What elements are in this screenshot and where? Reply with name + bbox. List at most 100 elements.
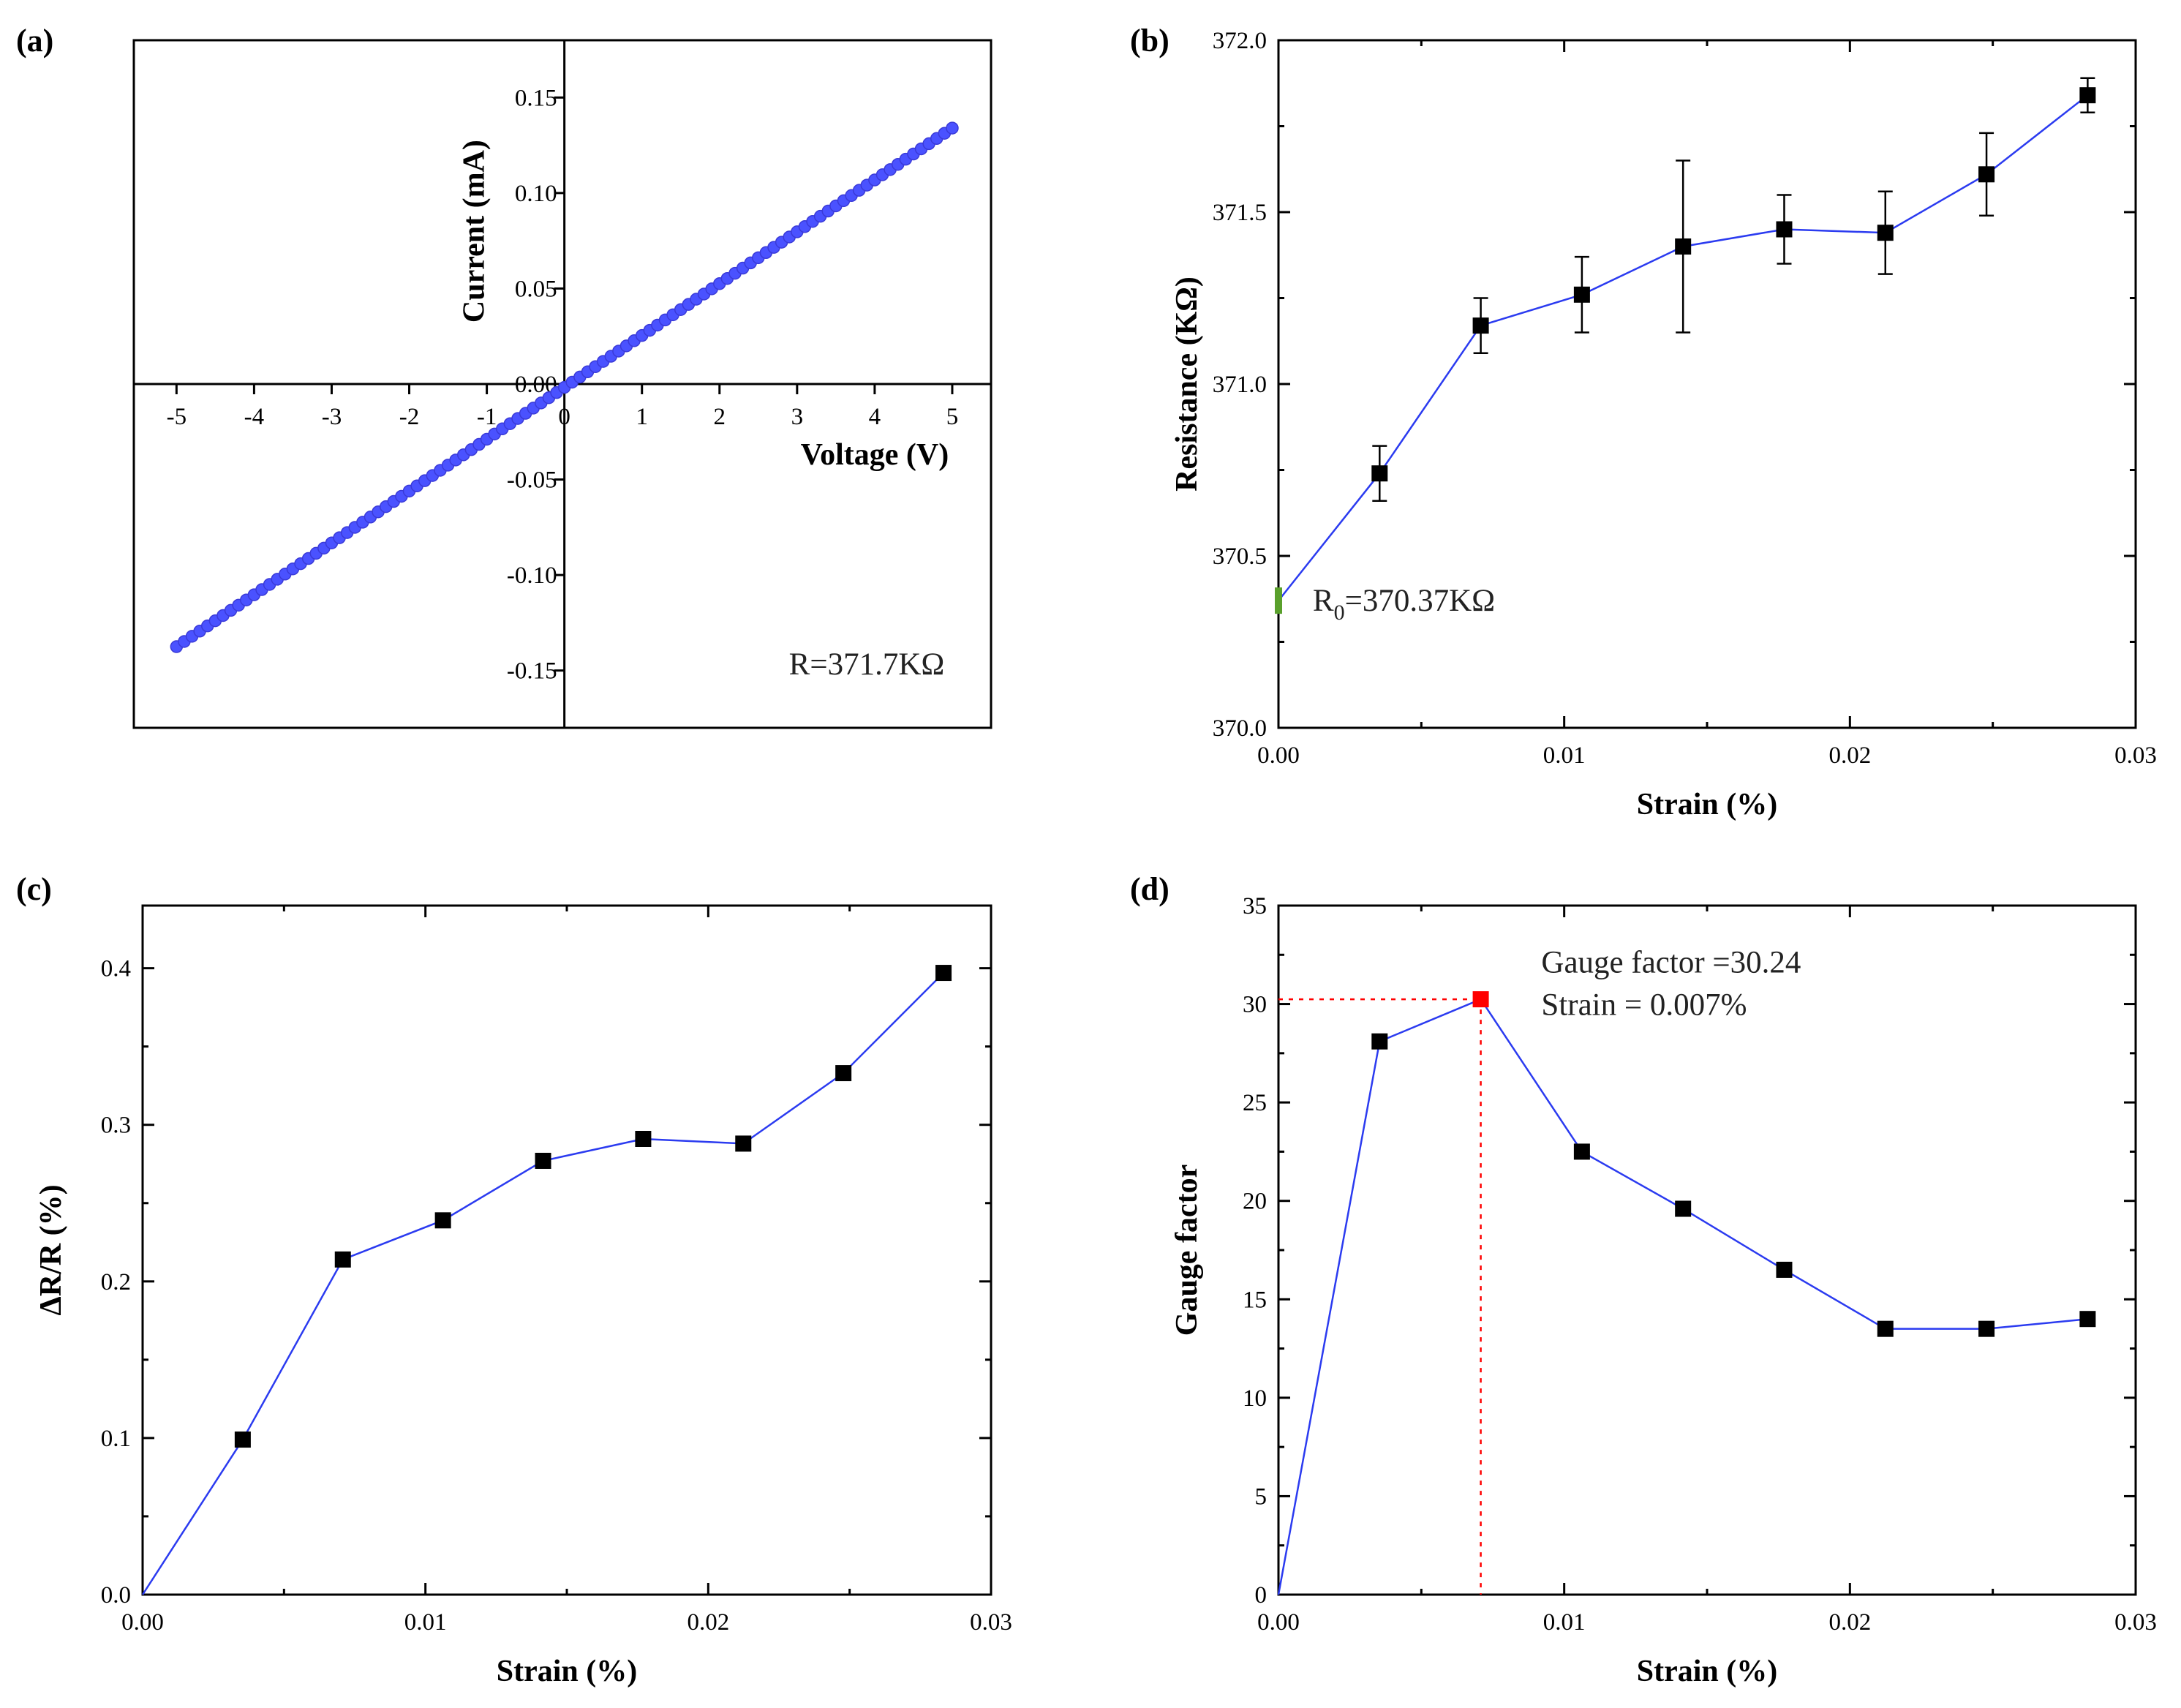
- data-point: [1877, 225, 1894, 241]
- data-point: [434, 1212, 451, 1229]
- data-point: [1978, 166, 1995, 183]
- data-point: [2079, 1311, 2096, 1328]
- x-tick-label: 0.03: [2114, 1609, 2157, 1636]
- data-point: [2079, 87, 2096, 104]
- x-tick-label: 2: [714, 404, 726, 430]
- y-tick-label: 0.2: [101, 1269, 131, 1295]
- data-point: [635, 1130, 652, 1147]
- x-tick-label: -3: [322, 404, 342, 430]
- x-tick-label: 0.02: [1828, 742, 1871, 769]
- data-point: [1371, 465, 1388, 482]
- data-point: [1675, 1200, 1692, 1217]
- x-tick-label: 0.01: [1543, 1609, 1586, 1636]
- y-tick-label: 0.0: [101, 1582, 131, 1609]
- y-axis-title: Current (mA): [458, 140, 491, 323]
- y-tick-label: 0: [1255, 1582, 1267, 1609]
- x-tick-label: 0.03: [2114, 742, 2157, 769]
- x-tick-label: 5: [946, 404, 959, 430]
- chart-panel-c: (c) 0.00 0.01 0.02 0.03 0.0 0.1 0.2 0.3 0.4 Strain…: [16, 871, 1012, 1688]
- y-tick-label: 20: [1243, 1189, 1267, 1215]
- y-tick-label: 371.5: [1213, 200, 1267, 226]
- x-tick-label: -5: [167, 404, 187, 430]
- y-axis-title: Gauge factor: [1170, 1165, 1204, 1336]
- y-axis-title: Resistance (KΩ): [1170, 276, 1204, 492]
- chart-panel-b: (b) 0.00 0.01 0.02 0.03 370.0 370.5 371.0 371.5 3…: [1130, 23, 2157, 821]
- x-tick-label: 0.03: [970, 1609, 1012, 1636]
- data-point: [1776, 221, 1793, 238]
- resistance-annotation: R=371.7KΩ: [789, 647, 945, 682]
- x-axis-title: Strain (%): [1637, 1655, 1778, 1688]
- y-tick-label: 0.15: [515, 85, 557, 111]
- gauge-annotation-line: Strain = 0.007%: [1541, 988, 1747, 1023]
- y-tick-label: 0.10: [515, 181, 557, 207]
- y-tick-label: 0.1: [101, 1426, 131, 1452]
- gauge-annotation-line: Gauge factor =30.24: [1541, 946, 1801, 980]
- y-tick-label: 372.0: [1213, 28, 1267, 54]
- data-point: [1472, 317, 1489, 334]
- panel-label: (a): [16, 23, 53, 59]
- y-tick-label: 0.4: [101, 956, 131, 982]
- x-tick-label: 0.00: [1257, 1609, 1300, 1636]
- x-tick-label: 3: [791, 404, 804, 430]
- data-point: [535, 1152, 551, 1169]
- iv-data-point: [946, 121, 959, 135]
- x-tick-label: -4: [244, 404, 265, 430]
- r0-annotation-suffix: =370.37KΩ: [1345, 584, 1496, 618]
- data-point: [1978, 1320, 1995, 1337]
- highlight-data-point: [1472, 991, 1489, 1008]
- series-line: [1277, 998, 2088, 1595]
- plot-frame: [141, 904, 992, 1596]
- x-tick-label: 0.02: [687, 1609, 729, 1636]
- data-point: [1371, 1033, 1388, 1050]
- x-axis-title: Voltage (V): [801, 438, 949, 472]
- y-tick-label: 370.0: [1213, 715, 1267, 742]
- plot-frame: [1277, 39, 2137, 729]
- y-tick-label: 370.5: [1213, 543, 1267, 570]
- x-tick-label: 0: [558, 404, 570, 430]
- r0-annotation-prefix: R: [1313, 584, 1334, 618]
- x-tick-label: -1: [477, 404, 497, 430]
- y-axis-title: ΔR/R (%): [34, 1184, 68, 1315]
- chart-panel-a: (a)-5 -4 -3 -2 -1 0 1 2 3 4 5-0.15-0.10-0.050.000.…: [16, 23, 992, 729]
- data-point: [234, 1432, 251, 1448]
- x-tick-label: 1: [636, 404, 648, 430]
- data-point: [334, 1251, 351, 1268]
- x-tick-label: 0.02: [1828, 1609, 1871, 1636]
- y-tick-label: 35: [1243, 893, 1267, 919]
- y-tick-label: -0.10: [507, 563, 557, 589]
- r0-annotation: R0=370.37KΩ: [1313, 584, 1495, 625]
- panel-label: (b): [1130, 23, 1169, 59]
- y-tick-label: 371.0: [1213, 372, 1267, 398]
- data-point: [1573, 1143, 1590, 1160]
- y-tick-label: 25: [1243, 1090, 1267, 1116]
- r0-data-point: [1275, 587, 1282, 614]
- data-point: [1675, 238, 1692, 255]
- r0-annotation-sub: 0: [1334, 601, 1345, 625]
- x-axis-title: Strain (%): [1637, 788, 1778, 821]
- y-tick-label: 0.3: [101, 1113, 131, 1139]
- y-tick-label: 5: [1255, 1483, 1267, 1510]
- data-point: [835, 1065, 852, 1082]
- data-point: [1776, 1261, 1793, 1278]
- chart-panel-d: (d) 0.00 0.01 0.02 0.03 0 5 10 15 20 25 30 35 Strain …: [1130, 871, 2157, 1688]
- x-tick-label: 4: [869, 404, 881, 430]
- x-tick-label: -2: [399, 404, 420, 430]
- x-tick-label: 0.01: [404, 1609, 447, 1636]
- y-tick-label: -0.05: [507, 467, 557, 494]
- x-tick-label: 0.00: [1257, 742, 1300, 769]
- y-tick-label: 15: [1243, 1287, 1267, 1313]
- data-point: [935, 965, 952, 982]
- data-point: [1573, 286, 1590, 303]
- series-line: [141, 972, 944, 1595]
- data-point: [735, 1135, 752, 1152]
- data-point: [1877, 1320, 1894, 1337]
- x-tick-label: 0.01: [1543, 742, 1586, 769]
- x-tick-label: 0.00: [121, 1609, 164, 1636]
- y-tick-label: -0.15: [507, 658, 557, 685]
- y-tick-label: 0.05: [515, 276, 557, 302]
- y-tick-label: 10: [1243, 1385, 1267, 1412]
- panel-label: (c): [16, 871, 52, 907]
- x-axis-title: Strain (%): [497, 1655, 638, 1688]
- y-tick-label: 30: [1243, 992, 1267, 1018]
